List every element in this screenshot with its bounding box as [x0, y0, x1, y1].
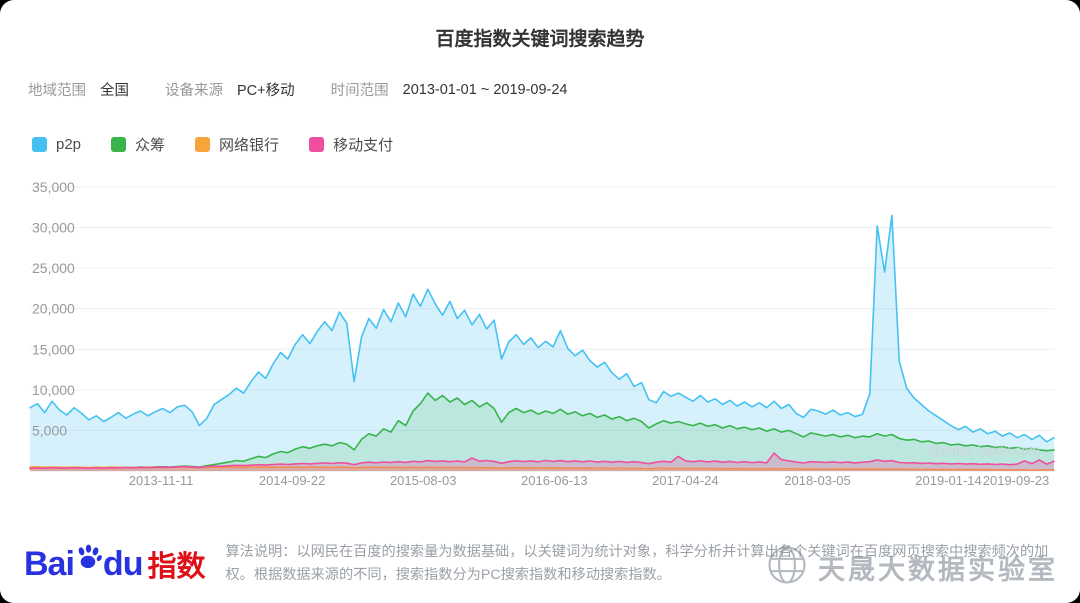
x-tick-label: 2019-09-23	[983, 473, 1050, 488]
y-tick-label: 15,000	[32, 341, 75, 357]
filter-region: 地域范围 全国	[28, 79, 129, 100]
page-title: 百度指数关键词搜索趋势	[435, 29, 645, 50]
baidu-paw-icon	[75, 543, 102, 575]
footer: Bai du 指数 算法说明：以网民在百度的搜索量为数据基础，以关键词为统计对象…	[0, 525, 1080, 603]
filter-timerange-value[interactable]: 2013-01-01 ~ 2019-09-24	[402, 81, 568, 98]
legend-label: p2p	[56, 136, 82, 153]
y-tick-label: 30,000	[32, 220, 75, 236]
series-area-移动支付	[30, 453, 1054, 471]
x-tick-label: 2016-06-13	[521, 473, 588, 488]
logo-text-du: du	[102, 544, 144, 583]
logo-text-bai: Bai	[24, 544, 75, 583]
y-tick-label: 10,000	[32, 382, 75, 398]
filter-device-label: 设备来源	[165, 83, 223, 99]
y-tick-label: 25,000	[32, 260, 75, 276]
legend-item-网络银行[interactable]: 网络银行	[195, 134, 279, 155]
filter-region-value[interactable]: 全国	[100, 83, 129, 99]
legend-swatch-icon	[111, 137, 127, 152]
legend-swatch-icon	[195, 137, 211, 152]
legend-item-移动支付[interactable]: 移动支付	[309, 134, 393, 155]
series-area-众筹	[30, 393, 1054, 471]
legend-swatch-icon	[32, 137, 47, 152]
chart-watermark: @index.baidu.com	[928, 443, 1040, 458]
filter-region-label: 地域范围	[28, 83, 86, 99]
legend-item-众筹[interactable]: 众筹	[111, 134, 165, 155]
x-tick-label: 2013-11-11	[129, 473, 194, 488]
x-tick-label: 2014-09-22	[259, 473, 326, 488]
legend-item-p2p[interactable]: p2p	[32, 136, 81, 153]
legend-label: 网络银行	[219, 137, 280, 154]
x-tick-label: 2019-01-14	[915, 473, 982, 488]
legend-swatch-icon	[309, 137, 325, 152]
filter-timerange: 时间范围 2013-01-01 ~ 2019-09-24	[331, 79, 568, 100]
baidu-index-logo: Bai du 指数	[24, 543, 205, 585]
x-tick-label: 2015-08-03	[390, 473, 457, 488]
filter-device-value[interactable]: PC+移动	[237, 83, 295, 99]
series-line-p2p[interactable]	[29, 214, 1055, 443]
trend-chart-svg[interactable]: 5,000 10,000 15,000 20,000 25,000 30,000 35,00…	[20, 171, 1060, 489]
series-line-移动支付[interactable]	[29, 452, 1055, 470]
chart-legend: p2p 众筹 网络银行 移动支付	[32, 134, 1060, 155]
x-tick-label: 2017-04-24	[652, 473, 719, 488]
y-tick-label: 20,000	[32, 301, 75, 317]
filter-timerange-label: 时间范围	[330, 83, 389, 99]
algorithm-note: 算法说明：以网民在百度的搜索量为数据基础，以关键词为统计对象，科学分析并计算出各…	[225, 544, 1049, 583]
series-area-p2p	[30, 215, 1054, 471]
trend-chart[interactable]: 5,000 10,000 15,000 20,000 25,000 30,000 35,00…	[20, 171, 1060, 489]
y-tick-label: 5,000	[32, 422, 67, 438]
legend-label: 移动支付	[333, 137, 394, 154]
legend-label: 众筹	[135, 137, 166, 154]
x-tick-label: 2018-03-05	[784, 473, 851, 488]
filter-device: 设备来源 PC+移动	[165, 79, 295, 100]
y-tick-label: 35,000	[32, 179, 75, 195]
logo-text-zhishu: 指数	[147, 551, 206, 583]
filter-bar: 地域范围 全国 设备来源 PC+移动 时间范围 2013-01-01 ~ 201…	[28, 79, 1060, 100]
